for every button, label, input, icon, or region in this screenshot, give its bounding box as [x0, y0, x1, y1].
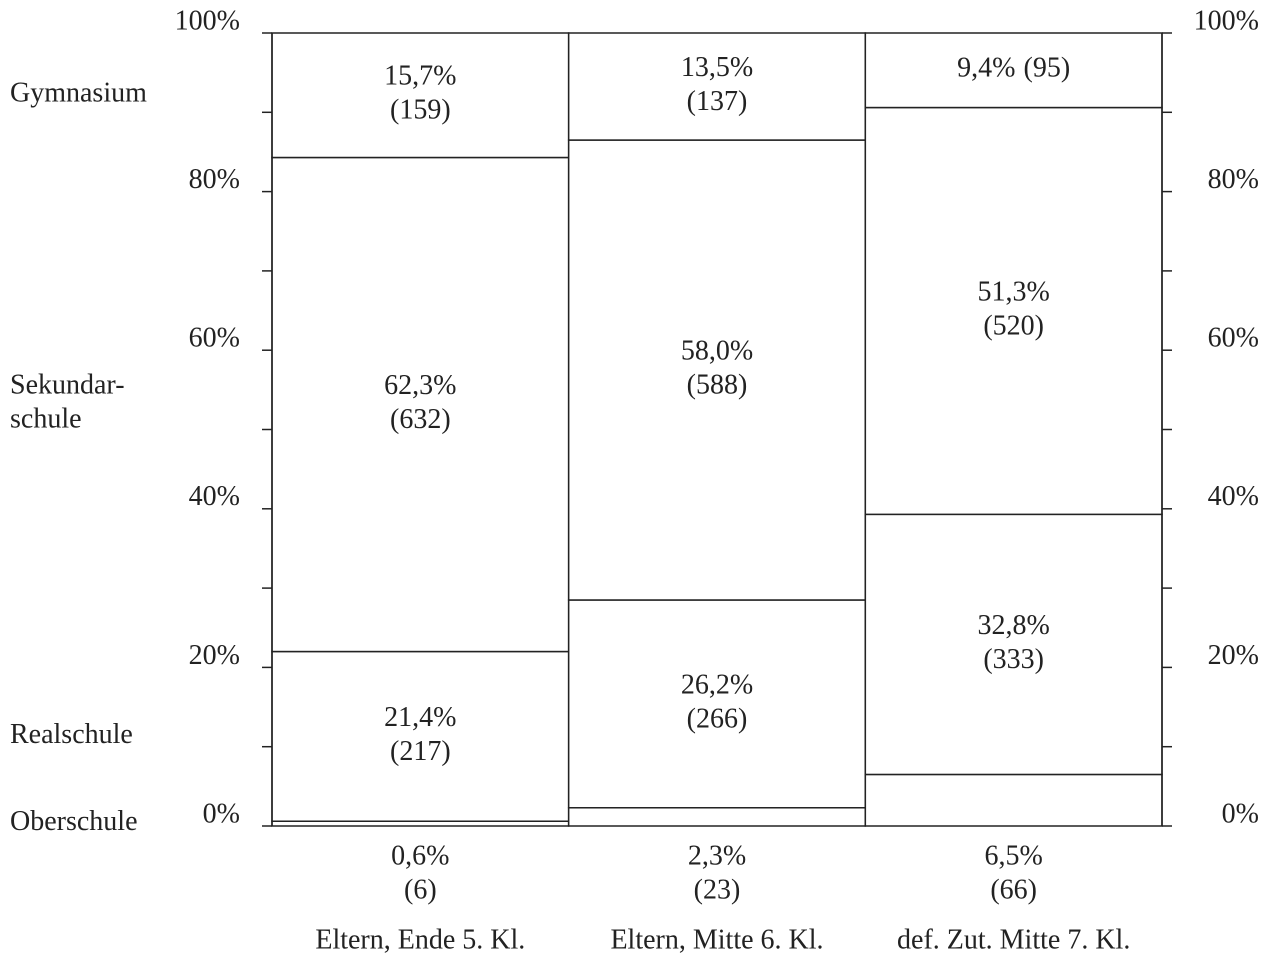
value-label: 62,3% [384, 370, 456, 401]
bar-segment [864, 773, 1163, 827]
count-label: (159) [390, 95, 451, 126]
value-label: 2,3% [688, 840, 746, 871]
value-label: 32,8% [978, 610, 1050, 641]
y-tick-label: 20% [189, 640, 240, 671]
y-tick-label: 0% [203, 798, 240, 829]
value-label: 21,4% [384, 702, 456, 733]
bar-segment [567, 32, 867, 141]
count-label: (588) [687, 369, 748, 400]
bar-segment [864, 32, 1163, 109]
value-label: 51,3% [978, 276, 1050, 307]
y-tick-label: 40% [189, 481, 240, 512]
count-label: (520) [983, 310, 1044, 341]
bar-segment [864, 513, 1163, 776]
x-tick-label: Eltern, Mitte 6. Kl. [610, 924, 823, 955]
value-label: 0,6% [391, 840, 449, 871]
value-label: 9,4% (95) [957, 53, 1070, 84]
legend-label: Oberschule [10, 806, 138, 837]
y2-tick-label: 40% [1208, 481, 1259, 512]
value-label: 15,7% [384, 61, 456, 92]
count-label: (66) [990, 874, 1037, 905]
count-label: (266) [687, 703, 748, 734]
count-label: (23) [694, 874, 741, 905]
count-label: (6) [404, 874, 437, 905]
value-label: 58,0% [681, 335, 753, 366]
value-label: 6,5% [985, 840, 1043, 871]
legend-label: Sekundar-schule [10, 370, 125, 435]
y2-tick-label: 80% [1208, 164, 1259, 195]
bar-segment [567, 599, 867, 809]
y2-tick-label: 20% [1208, 640, 1259, 671]
legend-label: Gymnasium [10, 78, 147, 109]
value-label: 26,2% [681, 669, 753, 700]
count-label: (333) [983, 644, 1044, 675]
x-tick-label: def. Zut. Mitte 7. Kl. [897, 924, 1130, 955]
bar-segment [864, 106, 1163, 516]
y-tick-label: 80% [189, 164, 240, 195]
bar-segment [271, 156, 570, 653]
x-tick-label: Eltern, Ende 5. Kl. [315, 924, 525, 955]
value-label: 9,4% [957, 53, 1015, 84]
legend-label: Realschule [10, 719, 133, 750]
y-tick-label: 60% [189, 323, 240, 354]
y-tick-label: 100% [175, 5, 240, 36]
value-label: 13,5% [681, 52, 753, 83]
count-label: (95) [1024, 53, 1071, 84]
y2-tick-label: 0% [1222, 798, 1259, 829]
bar-segment [567, 807, 867, 827]
y2-tick-label: 60% [1208, 323, 1259, 354]
count-label: (217) [390, 736, 451, 767]
count-label: (632) [390, 404, 451, 435]
y2-tick-label: 100% [1194, 5, 1259, 36]
count-label: (137) [687, 86, 748, 117]
